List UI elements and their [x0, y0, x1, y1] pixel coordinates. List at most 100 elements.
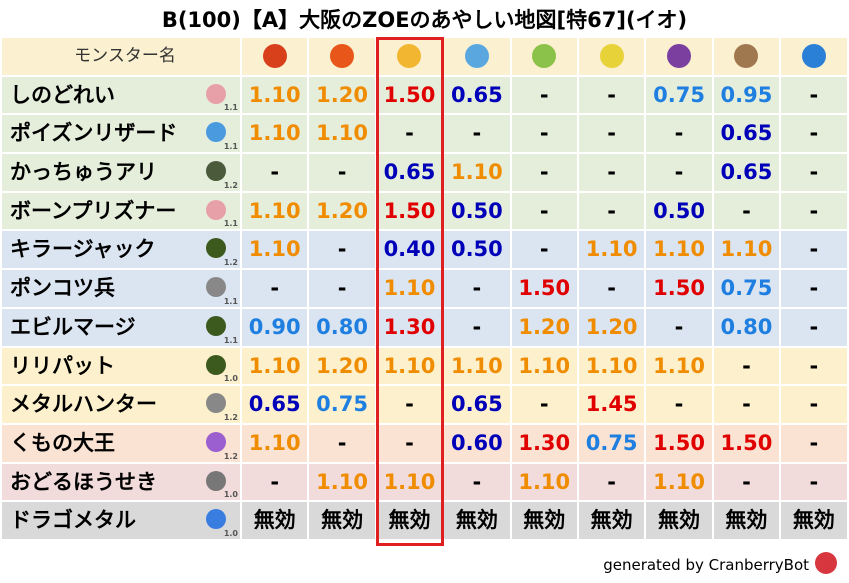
value-cell: 1.10: [240, 76, 307, 114]
value-cell: 1.50: [644, 270, 711, 307]
value-cell: 1.30: [509, 424, 577, 462]
value-cell: -: [779, 231, 846, 269]
element-icon-cell: [307, 38, 374, 75]
value-cell: 0.40: [374, 231, 442, 269]
table-row: かっちゅうアリ 1.2- -0.65 1.10- - -0.65-: [2, 154, 847, 193]
value-cell: 1.10: [374, 347, 442, 385]
value-cell: -: [240, 270, 307, 307]
monster-level: 1.1: [223, 103, 238, 113]
value-cell: 無効: [779, 502, 846, 539]
value-cell: 無効: [509, 502, 577, 539]
value-cell: -: [509, 76, 577, 114]
value-cell: 無効: [711, 502, 779, 539]
monster-cell: メタルハンター 1.2: [2, 386, 240, 423]
value-cell: -: [711, 463, 779, 501]
monster-cell: ボーンプリズナー 1.1: [2, 193, 240, 230]
value-cell: -: [442, 308, 509, 346]
value-cell: -: [509, 192, 577, 230]
value-cell: -: [307, 424, 374, 462]
value-cell: -: [442, 115, 509, 153]
value-cell: -: [509, 386, 577, 423]
value-cell: 無効: [644, 502, 711, 539]
value-cell: -: [374, 386, 442, 423]
monster-icon: [206, 509, 226, 530]
value-cell: 1.10: [240, 424, 307, 462]
value-cell: -: [576, 76, 644, 114]
element-icon-cell: [711, 38, 779, 75]
value-cell: 0.65: [240, 386, 307, 423]
value-cell: -: [779, 463, 846, 501]
highlight-column: [376, 37, 444, 546]
table-row: ドラゴメタル 1.0 無効 無効 無効 無効 無効 無効 無効 無効 無効: [2, 502, 847, 541]
header-row: モンスター名: [2, 38, 847, 77]
value-cell: -: [644, 115, 711, 153]
value-cell: 1.10: [442, 347, 509, 385]
monster-icon: [206, 470, 226, 491]
element-icon: [262, 44, 287, 68]
value-cell: 1.10: [240, 115, 307, 153]
value-cell: 0.65: [442, 386, 509, 423]
value-cell: -: [779, 154, 846, 191]
monster-level: 1.1: [223, 219, 238, 229]
value-cell: -: [509, 231, 577, 269]
value-cell: -: [509, 115, 577, 153]
value-cell: 無効: [576, 502, 644, 539]
monster-cell: しのどれい 1.1: [2, 77, 240, 114]
value-cell: 0.60: [442, 424, 509, 462]
table-row: エビルマージ 1.1 0.90 0.80 1.30-1.20 1.20-0.80-: [2, 308, 847, 348]
monster-name: かっちゅうアリ: [10, 160, 157, 185]
monster-icon: [206, 199, 226, 220]
value-cell: 0.65: [711, 154, 779, 191]
value-cell: 1.10: [240, 347, 307, 385]
value-cell: -: [779, 386, 846, 423]
value-cell: -: [779, 192, 846, 230]
value-cell: -: [576, 192, 644, 230]
table-row: くもの大王 1.2 1.10- -0.60 1.30 0.75 1.50 1.50-: [2, 424, 847, 464]
monster-name: ポイズンリザード: [10, 121, 178, 146]
value-cell: -: [644, 154, 711, 191]
element-icon-cell: [240, 38, 307, 75]
monster-name: ポンコツ兵: [10, 276, 115, 301]
value-cell: 1.10: [240, 192, 307, 230]
monster-name: おどるほうせき: [10, 469, 157, 494]
value-cell: -: [374, 424, 442, 462]
table-row: ポンコツ兵 1.1- -1.10-1.50-1.50 0.75-: [2, 270, 847, 309]
monster-level: 1.2: [223, 180, 238, 190]
value-cell: -: [240, 463, 307, 501]
monster-cell: ポイズンリザード 1.1: [2, 115, 240, 152]
table-row: ボーンプリズナー 1.1 1.10 1.20 1.50 0.50- -0.50- -: [2, 192, 847, 232]
monster-cell: ポンコツ兵 1.1: [2, 270, 240, 307]
table-row: しのどれい 1.1 1.10 1.20 1.50 0.65- -0.75 0.95-: [2, 76, 847, 116]
header-label: モンスター名: [74, 46, 176, 66]
value-cell: 0.80: [711, 308, 779, 346]
element-icon-cell: [576, 38, 644, 75]
value-cell: 1.10: [644, 463, 711, 501]
value-cell: 無効: [240, 502, 307, 539]
monster-name: ボーンプリズナー: [10, 198, 177, 223]
value-cell: -: [779, 308, 846, 346]
table-row: ポイズンリザード 1.1 1.10 1.10- - - - -0.65-: [2, 115, 847, 155]
element-icon: [667, 44, 692, 68]
value-cell: 0.75: [576, 424, 644, 462]
monster-cell: くもの大王 1.2: [2, 425, 240, 462]
value-cell: -: [442, 463, 509, 501]
value-cell: 1.45: [576, 386, 644, 423]
value-cell: 1.30: [374, 308, 442, 346]
monster-level: 1.1: [223, 296, 238, 306]
value-cell: 0.50: [644, 192, 711, 230]
footer: generated by CranberryBot: [603, 556, 809, 574]
value-cell: 1.10: [509, 463, 577, 501]
monster-name: キラージャック: [10, 237, 156, 262]
value-cell: -: [779, 424, 846, 462]
value-cell: -: [711, 347, 779, 385]
monster-level: 1.2: [223, 412, 238, 422]
value-cell: -: [779, 270, 846, 307]
value-cell: 1.20: [307, 192, 374, 230]
monster-level: 1.1: [223, 335, 238, 345]
value-cell: -: [240, 154, 307, 191]
monster-cell: ドラゴメタル 1.0: [2, 502, 240, 539]
title: B(100)【A】大阪のZOEのあやしい地図[特67](イオ): [161, 8, 688, 32]
element-icon: [464, 44, 489, 68]
monster-icon: [206, 277, 226, 298]
